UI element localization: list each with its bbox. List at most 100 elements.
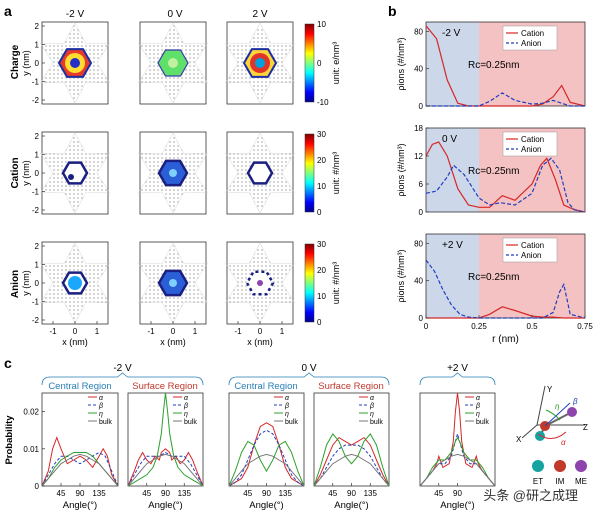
series-line-3 <box>127 453 204 487</box>
map-frame <box>139 131 207 215</box>
voltage-header: -2 V <box>113 363 132 374</box>
voltage-label: -2 V <box>442 28 461 39</box>
panel-label-a: a <box>4 3 12 19</box>
x-axis-label: x (nm) <box>62 337 88 347</box>
x-tick-label: 135 <box>364 489 378 498</box>
anion-line <box>425 259 586 319</box>
molecule-schematic: Y X Z β η α ET IM ME <box>516 385 588 486</box>
colorbar-tick-label: 30 <box>317 130 326 139</box>
region-label: Central Region <box>234 381 297 392</box>
col-header-neg2v: -2 V <box>66 9 85 20</box>
colorbar-tick-label: 20 <box>317 156 326 165</box>
y-tick-label: 2 <box>35 242 40 251</box>
x-axis-label: r (nm) <box>492 334 519 345</box>
series-line-1 <box>127 451 204 487</box>
y-tick-label: 18 <box>414 124 423 133</box>
angle-beta-label: β <box>572 397 578 406</box>
x-tick-label: -1 <box>49 327 57 336</box>
legend-et: ET <box>533 477 543 486</box>
series-line-3 <box>41 453 119 487</box>
x-tick-label: 90 <box>161 489 170 498</box>
map-frame <box>226 21 294 105</box>
colorbar-tick-label: 10 <box>317 182 326 191</box>
charge-core <box>70 58 80 68</box>
cation-line <box>425 25 586 107</box>
colorbar-unit-label: unit: #/nm³ <box>331 152 341 195</box>
x-tick-label: 0 <box>73 327 78 336</box>
colorbar-tick-label: 10 <box>317 20 326 29</box>
y-tick-label: 0.01 <box>23 445 39 454</box>
y-tick-label: 0 <box>35 279 40 288</box>
y-axis-label: ρions (#/nm³) <box>396 143 406 196</box>
legend-label: bulk <box>370 419 383 426</box>
y-tick-label: -1 <box>32 188 40 197</box>
x-tick-label: 90 <box>453 489 462 498</box>
x-tick-label: 0.75 <box>577 322 593 331</box>
legend-ball-im <box>554 460 566 472</box>
cation-line <box>426 306 585 319</box>
legend-label: bulk <box>476 419 489 426</box>
rc-label: Rc=0.25nm <box>468 166 519 177</box>
cation-map <box>246 161 274 185</box>
panel-label-b: b <box>388 3 397 19</box>
y-tick-label: 1 <box>35 41 40 50</box>
legend-label: η <box>285 411 289 418</box>
y-tick-label: -1 <box>32 78 40 87</box>
y-axis-label: ρions (#/nm³) <box>396 249 406 302</box>
x-axis-label: Angle(°) <box>249 500 283 511</box>
charge-center <box>168 58 178 68</box>
legend-anion: Anion <box>521 39 541 48</box>
legend-anion: Anion <box>521 251 541 260</box>
y-tick-label: 0 <box>35 59 40 68</box>
central-region-bg <box>426 234 479 318</box>
x-tick-label: 45 <box>57 489 66 498</box>
legend-label: bulk <box>285 419 298 426</box>
x-tick-label: 0 <box>171 327 176 336</box>
x-tick-label: 90 <box>347 489 356 498</box>
series-line-1 <box>41 451 119 487</box>
colorbar-tick-label: -10 <box>317 98 329 107</box>
row-label-anion: Anion <box>10 270 21 298</box>
x-tick-label: 0 <box>258 327 263 336</box>
x-axis-label: Angle(°) <box>440 500 474 511</box>
legend-label: β <box>369 403 374 410</box>
watermark: 头条 @研之成理 <box>483 488 578 503</box>
x-tick-label: 135 <box>92 489 106 498</box>
series-line-3 <box>419 453 496 487</box>
legend-label: bulk <box>99 419 112 426</box>
legend-label: bulk <box>184 419 197 426</box>
molecule-atom-et <box>535 431 545 441</box>
legend-im: IM <box>556 477 565 486</box>
anion-line <box>426 92 585 107</box>
cation-line <box>425 141 586 213</box>
legend-ball-et <box>532 460 544 472</box>
density-center <box>169 279 177 287</box>
panel-label-c: c <box>4 355 12 371</box>
anion-line <box>425 157 586 213</box>
group-brace <box>419 372 496 386</box>
voltage-label: 0 V <box>442 134 457 145</box>
series-line-2 <box>419 436 496 487</box>
y-tick-label: 1 <box>35 151 40 160</box>
axis-z-label: Z <box>583 423 588 432</box>
row-label-charge: Charge <box>10 44 21 79</box>
molecule-atom-me <box>567 407 577 417</box>
legend-cation: Cation <box>521 29 544 38</box>
y-axis-label: Probability <box>4 415 15 465</box>
col-header-2v: 2 V <box>252 9 267 20</box>
colorbar-unit-label: unit: #/nm³ <box>331 262 341 305</box>
x-axis-label: Angle(°) <box>148 500 182 511</box>
x-tick-label: 0.25 <box>471 322 487 331</box>
series-line-0 <box>419 392 496 487</box>
series-line-2 <box>127 392 204 487</box>
colorbar <box>304 23 315 103</box>
legend-label: α <box>476 395 481 402</box>
panel-c-angles: -2 V 0 V +2 V Central Region Surface Region C… <box>4 363 496 511</box>
y-tick-label: 0 <box>35 482 40 491</box>
series-line-1 <box>228 429 305 487</box>
colorbar-tick-label: 20 <box>317 266 326 275</box>
x-axis-label: Angle(°) <box>63 500 97 511</box>
y-tick-label: 0 <box>419 314 424 323</box>
